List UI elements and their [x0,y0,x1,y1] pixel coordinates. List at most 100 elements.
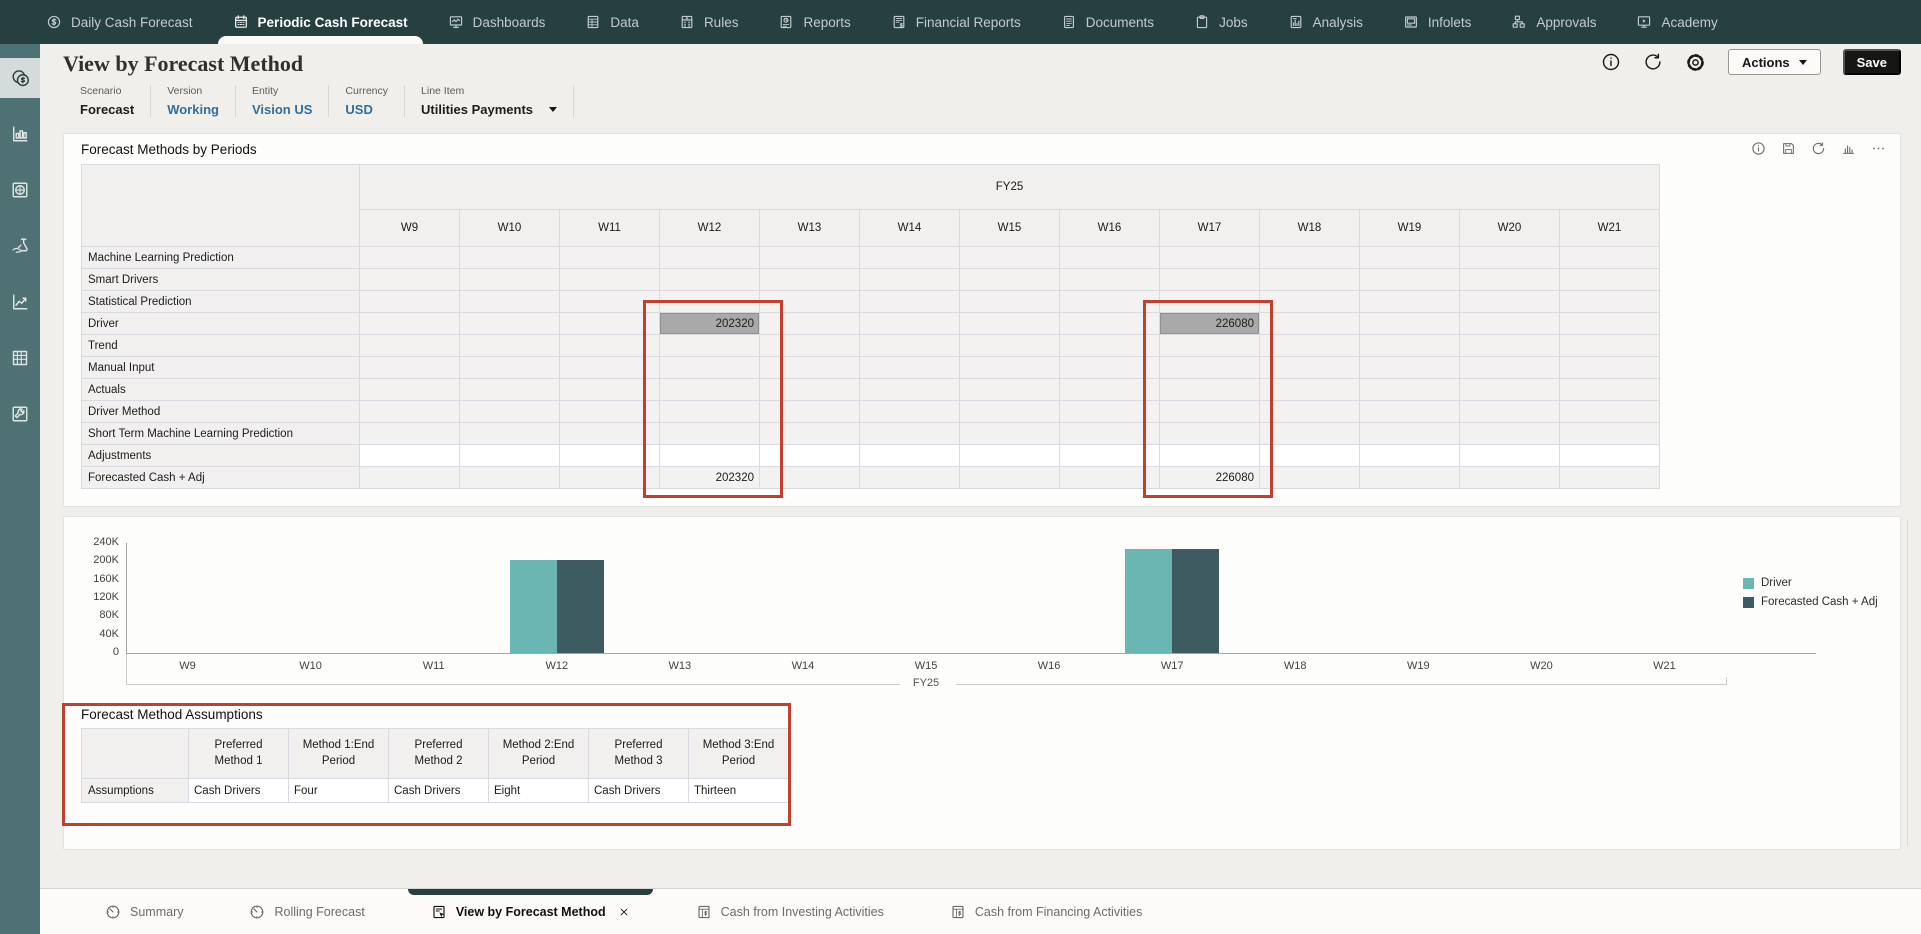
grid-cell-driver-w13[interactable] [760,313,860,335]
grid-cell-driver-w10[interactable] [460,313,560,335]
grid-cell-driver-w12[interactable]: 202320 [660,313,760,335]
grid-cell-adjustments-w17[interactable] [1160,445,1260,467]
grid-cell-actuals-w17[interactable] [1160,379,1260,401]
grid-cell-statistical-prediction-w21[interactable] [1560,291,1660,313]
grid-cell-driver-method-w21[interactable] [1560,401,1660,423]
grid-cell-driver-method-w13[interactable] [760,401,860,423]
gear-icon[interactable] [1685,52,1706,73]
grid-cell-driver-w15[interactable] [960,313,1060,335]
nav-tab-jobs[interactable]: Jobs [1194,0,1248,44]
grid-cell-trend-w13[interactable] [760,335,860,357]
grid-cell-adjustments-w15[interactable] [960,445,1060,467]
grid-cell-trend-w14[interactable] [860,335,960,357]
grid-cell-driver-method-w11[interactable] [560,401,660,423]
grid-cell-trend-w11[interactable] [560,335,660,357]
grid-cell-driver-method-w19[interactable] [1360,401,1460,423]
grid-cell-short-term-machine-learning-prediction-w9[interactable] [360,423,460,445]
grid-cell-short-term-machine-learning-prediction-w13[interactable] [760,423,860,445]
grid-cell-short-term-machine-learning-prediction-w10[interactable] [460,423,560,445]
grid-cell-trend-w15[interactable] [960,335,1060,357]
grid-cell-manual-input-w10[interactable] [460,357,560,379]
grid-cell-machine-learning-prediction-w14[interactable] [860,247,960,269]
assumptions-cell-method-3-end-period[interactable]: Thirteen [689,779,789,803]
chart-bar-driver-w12[interactable] [509,560,557,653]
sidebar-item-bar-analytics[interactable] [0,114,40,154]
grid-cell-manual-input-w20[interactable] [1460,357,1560,379]
grid-cell-statistical-prediction-w16[interactable] [1060,291,1160,313]
grid-cell-short-term-machine-learning-prediction-w14[interactable] [860,423,960,445]
grid-cell-smart-drivers-w15[interactable] [960,269,1060,291]
grid-chart-icon[interactable] [1841,141,1856,156]
grid-cell-forecasted-cash-adj-w16[interactable] [1060,467,1160,489]
grid-cell-statistical-prediction-w17[interactable] [1160,291,1260,313]
grid-cell-trend-w21[interactable] [1560,335,1660,357]
sidebar-item-tools[interactable] [0,394,40,434]
grid-cell-adjustments-w18[interactable] [1260,445,1360,467]
dropdown-caret-icon[interactable] [549,107,558,112]
grid-cell-manual-input-w9[interactable] [360,357,460,379]
close-icon[interactable] [618,906,630,918]
chart-bar-driver-w17[interactable] [1125,549,1173,653]
grid-cell-driver-w19[interactable] [1360,313,1460,335]
grid-cell-forecasted-cash-adj-w17[interactable]: 226080 [1160,467,1260,489]
grid-cell-manual-input-w14[interactable] [860,357,960,379]
pov-value-currency[interactable]: USD [345,102,388,117]
grid-cell-manual-input-w21[interactable] [1560,357,1660,379]
grid-cell-forecasted-cash-adj-w10[interactable] [460,467,560,489]
grid-cell-actuals-w9[interactable] [360,379,460,401]
nav-tab-approvals[interactable]: Approvals [1511,0,1596,44]
grid-cell-short-term-machine-learning-prediction-w12[interactable] [660,423,760,445]
info-icon[interactable] [1601,52,1621,72]
grid-cell-manual-input-w13[interactable] [760,357,860,379]
nav-tab-rules[interactable]: Rules [679,0,738,44]
grid-cell-machine-learning-prediction-w18[interactable] [1260,247,1360,269]
grid-cell-smart-drivers-w21[interactable] [1560,269,1660,291]
grid-cell-driver-method-w12[interactable] [660,401,760,423]
grid-cell-actuals-w14[interactable] [860,379,960,401]
grid-cell-actuals-w13[interactable] [760,379,860,401]
grid-cell-manual-input-w18[interactable] [1260,357,1360,379]
save-button[interactable]: Save [1842,49,1901,75]
grid-cell-adjustments-w11[interactable] [560,445,660,467]
nav-tab-data[interactable]: Data [585,0,639,44]
bottom-tab-view-by-forecast-method[interactable]: View by Forecast Method [398,888,663,934]
grid-cell-machine-learning-prediction-w21[interactable] [1560,247,1660,269]
nav-tab-dashboards[interactable]: Dashboards [448,0,545,44]
chart-bar-forecasted-cash-adj-w12[interactable] [556,560,604,653]
grid-cell-machine-learning-prediction-w10[interactable] [460,247,560,269]
sidebar-item-trend[interactable] [0,282,40,322]
grid-cell-forecasted-cash-adj-w15[interactable] [960,467,1060,489]
grid-cell-driver-w17[interactable]: 226080 [1160,313,1260,335]
pov-currency[interactable]: Currency USD [329,85,406,117]
grid-cell-forecasted-cash-adj-w19[interactable] [1360,467,1460,489]
grid-cell-manual-input-w12[interactable] [660,357,760,379]
sidebar-item-funding[interactable] [0,226,40,266]
grid-cell-short-term-machine-learning-prediction-w16[interactable] [1060,423,1160,445]
grid-cell-smart-drivers-w12[interactable] [660,269,760,291]
grid-cell-manual-input-w17[interactable] [1160,357,1260,379]
nav-tab-academy[interactable]: Academy [1636,0,1718,44]
grid-cell-adjustments-w16[interactable] [1060,445,1160,467]
pov-value-version[interactable]: Working [167,102,219,117]
assumptions-cell-preferred-method-3[interactable]: Cash Drivers [589,779,689,803]
nav-tab-analysis[interactable]: Analysis [1288,0,1363,44]
grid-cell-trend-w19[interactable] [1360,335,1460,357]
grid-cell-short-term-machine-learning-prediction-w17[interactable] [1160,423,1260,445]
bottom-tab-cash-from-investing-activities[interactable]: Cash from Investing Activities [663,889,917,934]
grid-more-icon[interactable] [1871,141,1886,156]
grid-cell-short-term-machine-learning-prediction-w18[interactable] [1260,423,1360,445]
grid-cell-statistical-prediction-w12[interactable] [660,291,760,313]
grid-cell-statistical-prediction-w9[interactable] [360,291,460,313]
grid-cell-statistical-prediction-w20[interactable] [1460,291,1560,313]
pov-value-entity[interactable]: Vision US [252,102,312,117]
assumptions-cell-method-2-end-period[interactable]: Eight [489,779,589,803]
bottom-tab-rolling-forecast[interactable]: Rolling Forecast [216,889,397,934]
grid-cell-machine-learning-prediction-w17[interactable] [1160,247,1260,269]
sidebar-item-data-grid[interactable] [0,338,40,378]
grid-cell-driver-method-w15[interactable] [960,401,1060,423]
grid-cell-driver-w21[interactable] [1560,313,1660,335]
grid-cell-driver-w9[interactable] [360,313,460,335]
grid-cell-manual-input-w19[interactable] [1360,357,1460,379]
grid-cell-actuals-w21[interactable] [1560,379,1660,401]
grid-cell-machine-learning-prediction-w12[interactable] [660,247,760,269]
